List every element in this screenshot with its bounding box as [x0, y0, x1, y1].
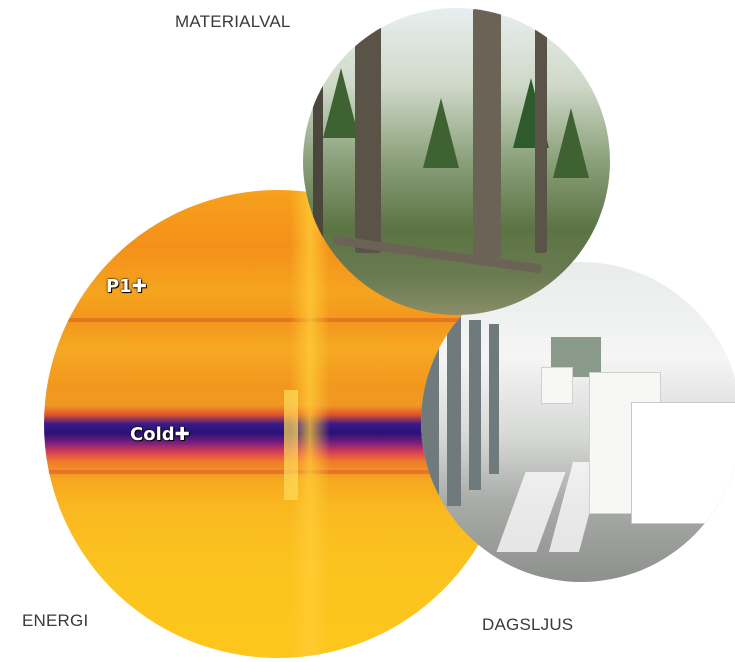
tree-trunk [535, 28, 547, 253]
window-pane [489, 324, 499, 474]
thermal-post-highlight [284, 390, 298, 500]
window-pane [469, 320, 481, 490]
pine-tree [553, 108, 589, 178]
interior-image-circle [421, 262, 735, 582]
tree-trunk [473, 8, 501, 258]
window-pane [447, 316, 461, 506]
label-energi: ENERGI [22, 611, 89, 630]
label-materialval: MATERIALVAL [175, 12, 291, 31]
marker-cold: Cold✚ [130, 424, 190, 445]
window-pane [421, 312, 439, 522]
pine-tree [423, 98, 459, 168]
thermal-band [44, 318, 512, 322]
forest-image-circle [303, 8, 610, 315]
label-dagsljus: DAGSLJUS [482, 615, 574, 634]
fallen-log [333, 235, 543, 274]
desk [541, 367, 573, 404]
tree-trunk [313, 48, 323, 248]
pine-tree [323, 68, 359, 138]
tree-trunk [355, 8, 381, 253]
thermal-band [44, 470, 512, 474]
marker-p1: P1✚ [106, 276, 147, 297]
shelving [631, 402, 735, 524]
